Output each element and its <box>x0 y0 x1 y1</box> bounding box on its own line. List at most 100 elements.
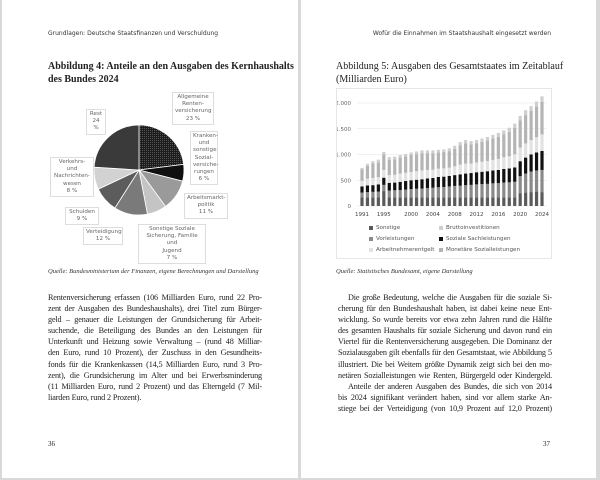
pie-label-line: 6 % <box>198 176 210 183</box>
body-line: suchende, die Beteiligung des Bundes an … <box>48 326 262 336</box>
body-line: Die große Bedeutung, welche die Ausgaben… <box>348 293 552 302</box>
bar-chart-frame: 0 500 1.000 1.500 2.000 1991 1995 2000 2004 2008 2… <box>336 88 552 259</box>
bar-segment <box>507 168 511 183</box>
bar-segment <box>480 184 484 198</box>
body-line: Rentenversicherung erfassen (106 Milliar… <box>48 293 262 302</box>
bar-segment <box>540 169 544 193</box>
pie-label-line: Sozial- <box>194 154 214 161</box>
bar-segment <box>371 197 375 206</box>
body-line: geld – genauer die Leistungen der Grunds… <box>48 315 262 325</box>
bar-segment <box>518 115 522 121</box>
body-line: netären Sozialleistungen wie Renten, Bür… <box>338 370 552 380</box>
pie-label: Allgemeine Renten-versicherung 23 % <box>172 92 214 125</box>
bar-segment <box>464 197 468 206</box>
bar-segment <box>496 183 500 198</box>
bar-segment <box>464 173 468 186</box>
bar-segment <box>376 177 380 185</box>
bar-segment <box>474 143 479 163</box>
body-line: cherung für den Bundeshaushalt haben, is… <box>338 304 552 314</box>
bar-segment <box>393 174 397 183</box>
bar-segment <box>382 169 386 178</box>
bar-segment <box>365 192 370 198</box>
bar-segment <box>431 187 435 198</box>
bar-segment <box>447 175 451 187</box>
bar-segment <box>485 140 490 161</box>
bar-segment <box>393 156 397 160</box>
bar-segment <box>365 185 370 193</box>
bar-segment <box>513 197 517 206</box>
bar-segment <box>409 152 413 156</box>
pie-label-line: 24 % <box>92 118 100 132</box>
pie-label-line: 8 % <box>66 187 78 194</box>
bar-segment <box>518 120 522 148</box>
body-line: Anteile der anderen Ausgaben des Bundes,… <box>348 381 552 391</box>
bar-segment <box>491 197 495 206</box>
bar-segment <box>464 143 468 164</box>
bar-segment <box>524 115 528 144</box>
pie-label: Arbeitsmarkt-politik 11 % <box>184 193 228 219</box>
bar-segment <box>491 159 495 171</box>
legend-swatch <box>369 247 373 252</box>
bar-segment <box>360 192 364 198</box>
bar-segment <box>382 154 386 170</box>
bar-segment <box>420 179 424 189</box>
legend-item: Vorleistungen <box>369 236 414 242</box>
bar-segment <box>453 148 457 167</box>
pie-label-line: Nachrichten- <box>54 173 90 180</box>
bar-segment <box>458 197 462 206</box>
legend-swatch <box>439 247 443 252</box>
legend-item: Monetäre Sozialleistungen <box>439 247 520 253</box>
bar-segment <box>393 190 397 198</box>
body-line: stiege bei der Verteidigung (von 10,9 Pr… <box>338 403 552 413</box>
pie-label-line: 9 % <box>76 216 88 223</box>
bar-segment <box>480 197 484 206</box>
bar-segment <box>502 157 506 169</box>
pie-label-line: Kranken- <box>193 133 218 139</box>
bar-segment <box>502 130 506 135</box>
bar-segment <box>387 175 391 183</box>
bar-segment <box>540 134 544 151</box>
bar-segment <box>507 131 511 157</box>
x-tick-label: 2020 <box>513 212 527 218</box>
x-tick-label: 2012 <box>470 212 484 218</box>
bar-segment <box>524 192 528 206</box>
bar-segment <box>420 153 424 171</box>
bar-segment <box>360 180 364 187</box>
bar-segment <box>540 192 544 206</box>
x-tick-label: 2008 <box>448 212 462 218</box>
bar-segment <box>431 197 435 206</box>
y-tick-label: 1.000 <box>337 153 351 159</box>
bar-segment <box>474 140 479 144</box>
bar-segment <box>420 188 424 198</box>
bar-segment <box>496 132 500 137</box>
bar-segment <box>365 178 370 186</box>
bar-segment <box>398 197 402 206</box>
page-number-left: 36 <box>48 440 55 448</box>
bar-segment <box>485 183 490 198</box>
pie-slice <box>93 124 140 171</box>
bar-segment <box>496 169 500 184</box>
legend-item: Arbeitnehmerentgelt <box>369 247 434 253</box>
bar-segment <box>513 127 517 155</box>
bar-segment <box>447 197 451 206</box>
bar-segment <box>404 172 408 182</box>
legend-label: Arbeitnehmerentgelt <box>376 247 435 253</box>
bar-segment <box>387 182 391 191</box>
bar-segment <box>524 110 528 116</box>
bar-segment <box>376 162 380 178</box>
legend-swatch <box>369 236 373 241</box>
body-line: Sozialausgaben gilt ebenfalls für den Ge… <box>338 348 552 358</box>
bar-segment <box>529 154 533 172</box>
bar-segment <box>502 197 506 206</box>
pie-slice <box>138 124 185 171</box>
bar-segment <box>518 193 522 206</box>
bar-segment <box>447 167 451 176</box>
bar-segment <box>365 163 370 166</box>
bar-segment <box>474 197 479 206</box>
x-tick-label: 1995 <box>377 212 391 218</box>
bar-segment <box>436 149 440 153</box>
body-line: wicklung. So wurde bereits vor etwa zehn… <box>338 315 552 325</box>
bar-segment <box>474 162 479 173</box>
pie-label-line: Renten- <box>182 101 204 108</box>
page-number-right: 37 <box>543 440 550 448</box>
